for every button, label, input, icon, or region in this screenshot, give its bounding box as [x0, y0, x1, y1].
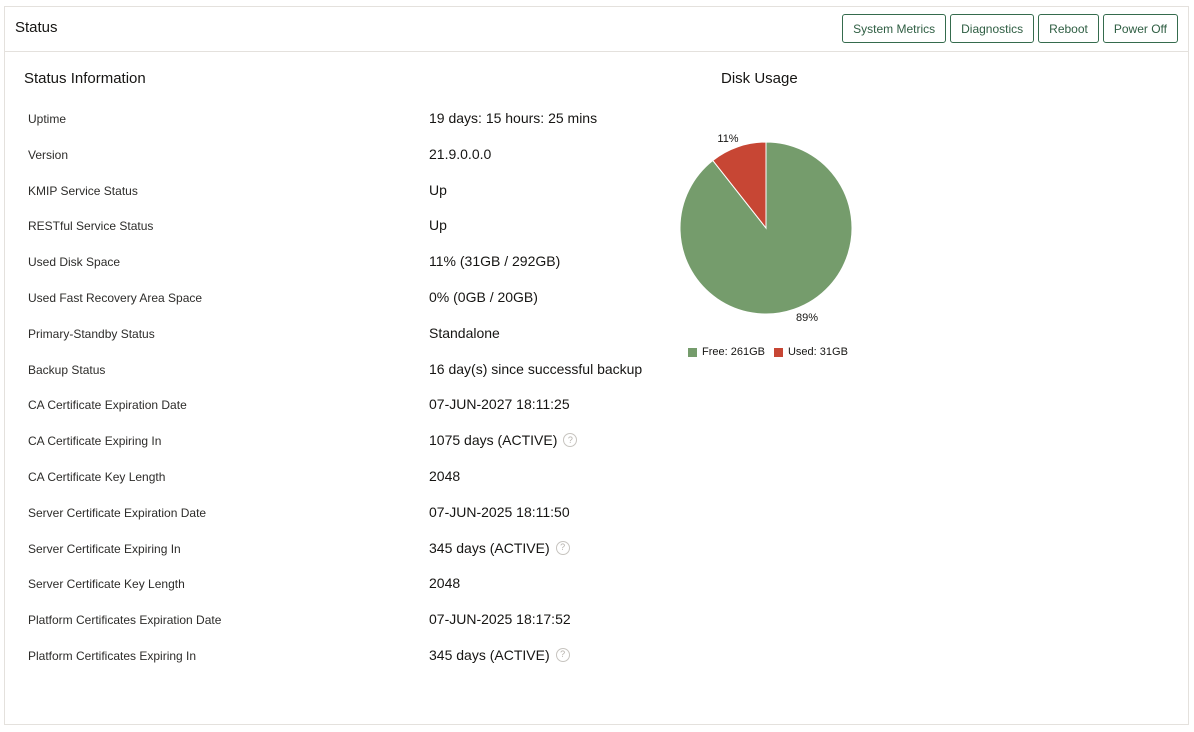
disk-usage-pie-chart: 89% 11% — [679, 133, 853, 324]
info-row: CA Certificate Key Length 2048 — [28, 459, 668, 495]
toolbar: System Metrics Diagnostics Reboot Power … — [842, 14, 1178, 43]
info-row: Used Disk Space 11% (31GB / 292GB) — [28, 244, 668, 280]
disk-usage-legend: Free: 261GB Used: 31GB — [688, 346, 848, 358]
info-value-text: 07-JUN-2025 18:11:50 — [429, 503, 570, 520]
legend-swatch — [773, 347, 783, 357]
info-value: Up — [429, 217, 447, 233]
status-panel: Status System Metrics Diagnostics Reboot… — [4, 6, 1189, 725]
info-label: KMIP Service Status — [28, 183, 138, 198]
info-value-text: Up — [429, 181, 447, 198]
info-value: 11% (31GB / 292GB) — [429, 253, 560, 269]
info-label: Server Certificate Expiring In — [28, 541, 181, 556]
info-label: Primary-Standby Status — [28, 326, 155, 341]
status-information-list: Uptime 19 days: 15 hours: 25 mins Version 2… — [28, 101, 668, 674]
info-value-text: 345 days (ACTIVE) — [429, 646, 550, 663]
info-value: 345 days (ACTIVE)? — [429, 540, 570, 556]
info-label: Uptime — [28, 112, 67, 126]
info-value: 345 days (ACTIVE)? — [429, 647, 570, 663]
panel-header: Status System Metrics Diagnostics Reboot… — [5, 7, 1188, 52]
info-value-text: 07-JUN-2025 18:17:52 — [429, 611, 571, 628]
legend-label: Free: 261GB — [702, 346, 765, 358]
info-label: Platform Certificates Expiration Date — [28, 613, 222, 628]
power-off-button[interactable]: Power Off — [1102, 14, 1178, 43]
info-row: Backup Status 16 day(s) since successful … — [28, 352, 668, 388]
info-value-text: 07-JUN-2027 18:11:25 — [429, 396, 570, 413]
info-value-text: 2048 — [429, 575, 461, 592]
disk-usage-title: Disk Usage — [721, 70, 798, 87]
info-value: Up — [429, 182, 447, 198]
pie-label-free: 89% — [796, 312, 818, 324]
info-label: Used Disk Space — [28, 255, 121, 270]
info-label: RESTful Service Status — [28, 219, 154, 234]
info-value-text: 0% (0GB / 20GB) — [429, 288, 538, 305]
help-icon[interactable]: ? — [563, 433, 578, 448]
info-row: RESTful Service Status Up — [28, 208, 668, 244]
diagnostics-button[interactable]: Diagnostics — [950, 14, 1035, 43]
info-value: Standalone — [429, 325, 500, 341]
info-row: Platform Certificates Expiration Date 07-… — [28, 602, 668, 638]
info-label: CA Certificate Key Length — [28, 469, 166, 484]
info-value: 2048 — [429, 575, 460, 591]
info-row: Server Certificate Key Length 2048 — [28, 566, 668, 602]
info-value-text: 2048 — [429, 467, 461, 484]
info-row: Uptime 19 days: 15 hours: 25 mins — [28, 101, 668, 137]
info-label: Platform Certificates Expiring In — [28, 648, 197, 663]
info-row: KMIP Service Status Up — [28, 173, 668, 209]
info-row: Version 21.9.0.0.0 — [28, 137, 668, 173]
info-value: 0% (0GB / 20GB) — [429, 289, 538, 305]
info-value: 2048 — [429, 468, 460, 484]
info-value: 21.9.0.0.0 — [429, 146, 491, 162]
info-value-text: 16 day(s) since successful backup — [429, 360, 643, 377]
info-label: Server Certificate Expiration Date — [28, 505, 207, 520]
pie-slice-used[interactable] — [712, 141, 767, 230]
info-value-text: 19 days: 15 hours: 25 mins — [429, 110, 598, 126]
help-icon[interactable]: ? — [555, 647, 570, 662]
system-metrics-button[interactable]: System Metrics — [842, 14, 947, 43]
help-icon[interactable]: ? — [555, 540, 570, 555]
info-value: 07-JUN-2025 18:17:52 — [429, 611, 571, 627]
legend-swatch — [688, 347, 697, 357]
info-row: Server Certificate Expiration Date 07-JUN… — [28, 495, 668, 531]
info-value-text: 21.9.0.0.0 — [429, 145, 492, 162]
info-label: Server Certificate Key Length — [28, 577, 185, 592]
info-row: Server Certificate Expiring In 345 days (… — [28, 531, 668, 567]
legend-label: Used: 31GB — [787, 346, 848, 358]
legend-item-free[interactable]: Free: 261GB — [688, 346, 765, 358]
info-value-text: 345 days (ACTIVE) — [429, 539, 550, 556]
info-label: CA Certificate Expiration Date — [28, 398, 187, 413]
info-label: CA Certificate Expiring In — [28, 434, 162, 449]
pie-label-used: 11% — [717, 133, 738, 145]
info-row: CA Certificate Expiration Date 07-JUN-202… — [28, 387, 668, 423]
info-value-text: 11% (31GB / 292GB) — [429, 253, 561, 270]
info-row: Primary-Standby Status Standalone — [28, 316, 668, 352]
info-value: 07-JUN-2027 18:11:25 — [429, 396, 570, 412]
page-title: Status — [15, 19, 58, 36]
info-label: Used Fast Recovery Area Space — [28, 290, 203, 305]
info-label: Version — [28, 147, 69, 162]
info-value-text: 1075 days (ACTIVE) — [429, 432, 558, 449]
info-value: 19 days: 15 hours: 25 mins — [429, 110, 597, 126]
info-value-text: Standalone — [429, 324, 500, 341]
reboot-button[interactable]: Reboot — [1038, 14, 1099, 43]
info-row: CA Certificate Expiring In 1075 days (ACT… — [28, 423, 668, 459]
status-information-title: Status Information — [24, 70, 146, 87]
info-value-text: Up — [429, 217, 447, 234]
info-value: 07-JUN-2025 18:11:50 — [429, 504, 570, 520]
info-value: 16 day(s) since successful backup — [429, 361, 642, 377]
info-value: 1075 days (ACTIVE)? — [429, 432, 578, 449]
info-row: Used Fast Recovery Area Space 0% (0GB / 2… — [28, 280, 668, 316]
legend-item-used[interactable]: Used: 31GB — [773, 346, 848, 358]
info-label: Backup Status — [28, 362, 106, 377]
info-row: Platform Certificates Expiring In 345 day… — [28, 638, 668, 674]
